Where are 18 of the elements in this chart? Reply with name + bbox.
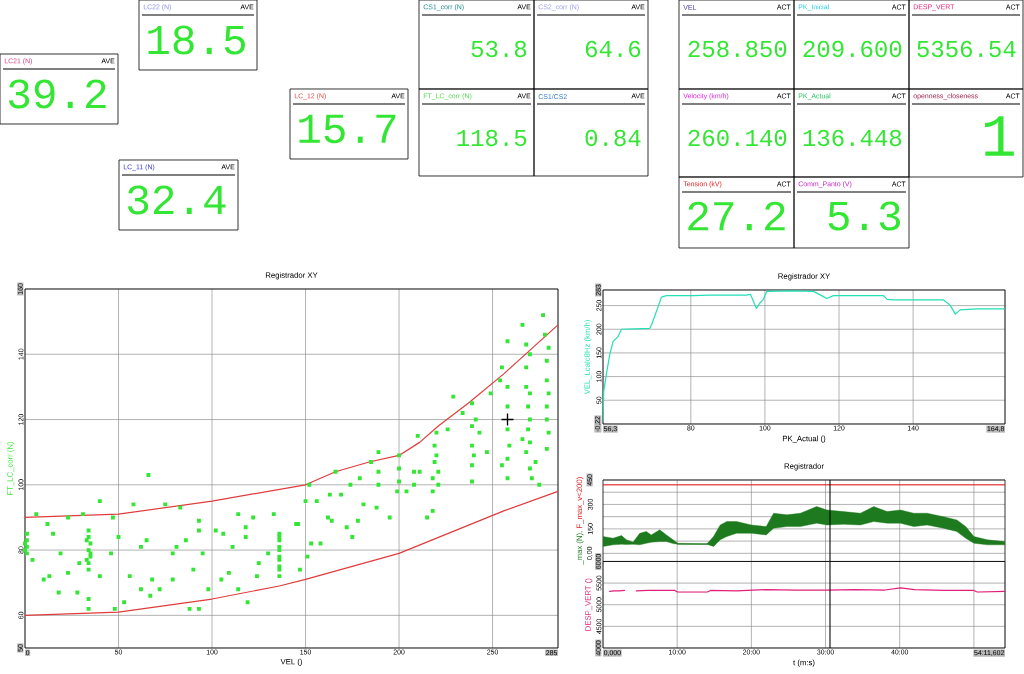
text: 5.3 [828,201,901,231]
text: 18.5 [148,25,245,55]
text: 209.600 [803,40,902,58]
text: 0.84 [585,129,641,147]
text: 15.7 [299,114,396,144]
text: 39.2 [8,79,106,109]
text: 260.140 [688,129,787,147]
text: 5356.54 [917,40,1016,58]
text: 27.2 [688,201,785,231]
line-series [25,324,559,519]
text: 1 [985,116,1014,156]
text: 64.6 [585,40,641,58]
text: 258.850 [688,40,787,58]
line-series [25,490,559,616]
text: 136.448 [803,129,902,147]
text: 118.5 [457,129,527,147]
text: 32.4 [127,185,226,215]
text: 53.8 [471,40,527,58]
